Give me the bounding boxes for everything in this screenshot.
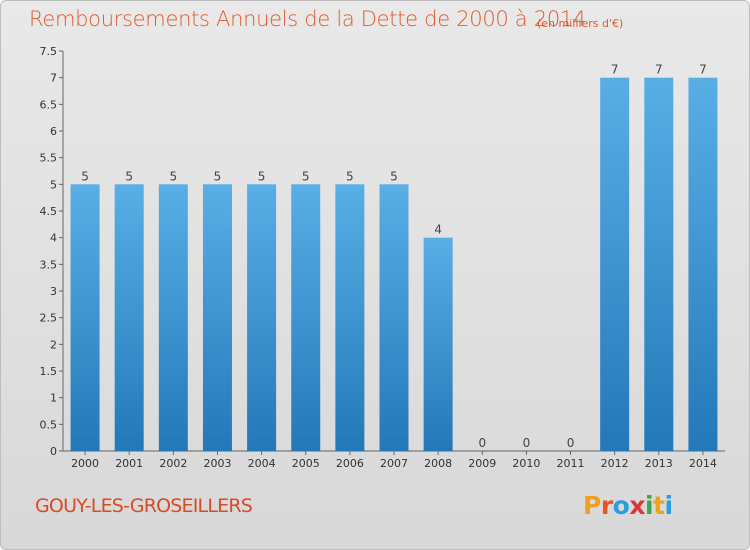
y-tick-label: 6.5	[40, 98, 58, 111]
data-label: 4	[434, 223, 442, 237]
bar	[688, 77, 718, 452]
y-tick-label: 7	[50, 72, 57, 85]
data-label: 5	[390, 169, 398, 183]
x-tick-label: 2005	[292, 457, 320, 470]
data-label: 5	[214, 169, 222, 183]
y-tick-label: 1.5	[40, 365, 58, 378]
logo-letter: P	[583, 491, 601, 520]
y-tick-label: 2	[50, 338, 57, 351]
x-tick-label: 2004	[248, 457, 276, 470]
data-label: 7	[655, 63, 663, 77]
data-label: 7	[699, 63, 707, 77]
logo-letter: x	[629, 491, 645, 520]
proxiti-logo: Proxiti	[583, 491, 673, 520]
bar	[114, 184, 144, 452]
chart-title: Remboursements Annuels de la Dette de 20…	[29, 7, 586, 31]
bar	[379, 184, 409, 452]
x-tick-label: 2001	[115, 457, 143, 470]
x-tick-label: 2013	[645, 457, 673, 470]
logo-letter: i	[664, 491, 674, 520]
y-tick-label: 6	[50, 125, 57, 138]
x-tick-label: 2008	[424, 457, 452, 470]
x-tick-label: 2009	[468, 457, 496, 470]
y-tick-label: 0	[50, 445, 57, 458]
x-tick-label: 2012	[601, 457, 629, 470]
y-tick-label: 1	[50, 392, 57, 405]
y-ticks: 0 0.5 1 1.5 2 2.5 3 3.5 4 4.5 5 5.5 6 6.5 7 7.5	[40, 45, 63, 458]
x-tick-label: 2007	[380, 457, 408, 470]
y-tick-label: 5.5	[40, 152, 58, 165]
data-label: 0	[567, 436, 575, 450]
logo-letter: r	[600, 491, 613, 520]
y-tick-label: 3	[50, 285, 57, 298]
logo-letter: o	[612, 491, 630, 520]
x-tick-label: 2000	[71, 457, 99, 470]
bar	[423, 237, 453, 451]
x-tick-label: 2003	[203, 457, 231, 470]
y-tick-label: 3.5	[40, 258, 58, 271]
y-tick-label: 4	[50, 232, 57, 245]
bar	[158, 184, 188, 452]
data-label: 7	[611, 63, 619, 77]
unit-note: (en milliers d'€)	[537, 17, 624, 30]
y-tick-label: 4.5	[40, 205, 58, 218]
bar	[202, 184, 232, 452]
logo-letter: i	[645, 491, 654, 520]
y-tick-label: 5	[50, 178, 57, 191]
x-tick-label: 2010	[512, 457, 540, 470]
data-label: 0	[523, 436, 531, 450]
x-tick-label: 2011	[557, 457, 585, 470]
bar	[644, 77, 674, 452]
data-label: 5	[302, 169, 310, 183]
data-label: 5	[346, 169, 354, 183]
x-tick-labels: 2000 2001 2002 2003 2004 2005 2006 2007 2008 2009…	[71, 451, 717, 470]
data-label: 5	[170, 169, 178, 183]
y-tick-label: 0.5	[40, 418, 58, 431]
bar	[335, 184, 365, 452]
commune-name: GOUY-LES-GROSEILLERS	[35, 495, 253, 517]
logo-letter: t	[653, 491, 665, 520]
data-label: 0	[478, 436, 486, 450]
bar	[247, 184, 277, 452]
y-tick-label: 7.5	[40, 45, 58, 58]
y-tick-label: 2.5	[40, 312, 58, 325]
x-tick-label: 2006	[336, 457, 364, 470]
data-label: 5	[125, 169, 133, 183]
x-tick-label: 2002	[159, 457, 187, 470]
bar	[291, 184, 321, 452]
x-tick-label: 2014	[689, 457, 717, 470]
data-label: 5	[258, 169, 266, 183]
bar	[600, 77, 630, 452]
data-label: 5	[81, 169, 89, 183]
bar	[70, 184, 100, 452]
bars: 5 5 5 5 5 5 5 5 4 0 0 0 7 7 7	[70, 63, 718, 452]
